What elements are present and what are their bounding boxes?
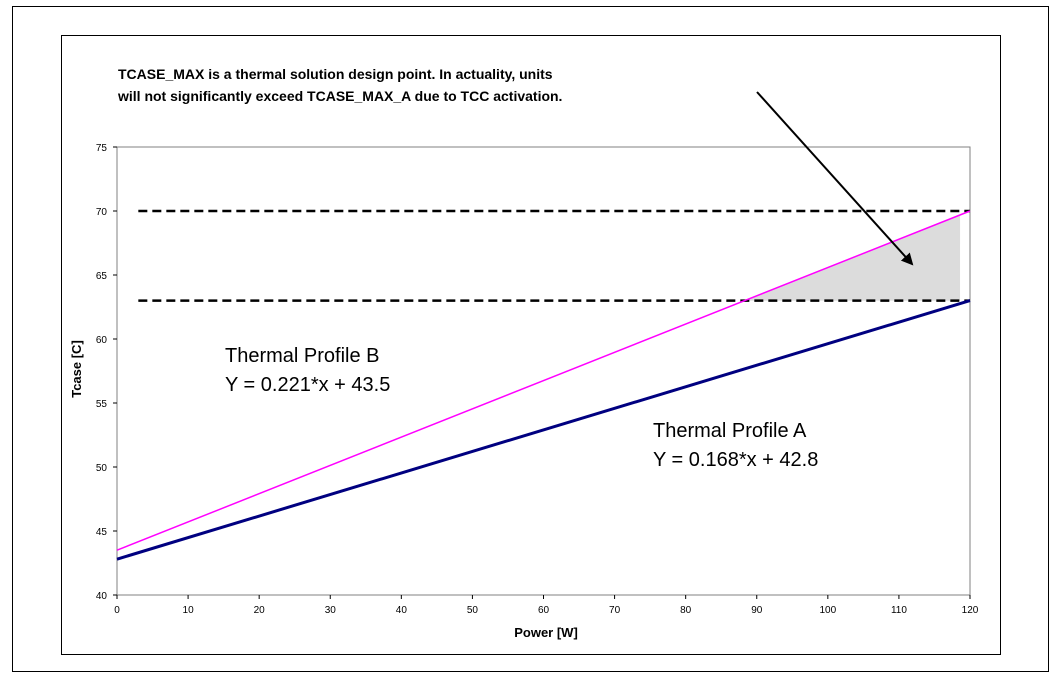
- x-tick-label: 0: [114, 605, 120, 616]
- x-tick-label: 20: [254, 605, 266, 616]
- y-tick-label: 70: [96, 207, 108, 218]
- x-tick-label: 30: [325, 605, 337, 616]
- x-tick-label: 70: [609, 605, 621, 616]
- annotation-arrow: [756, 91, 914, 266]
- annotation-line-1: TCASE_MAX is a thermal solution design p…: [118, 66, 553, 82]
- y-tick-label: 65: [96, 271, 108, 282]
- x-tick-label: 80: [680, 605, 692, 616]
- y-axis-title: Tcase [C]: [69, 340, 84, 398]
- series-a-label-line-1: Thermal Profile A: [653, 420, 807, 442]
- series-layer: [116, 210, 971, 561]
- y-tick-label: 40: [96, 591, 108, 602]
- y-tick-label: 50: [96, 463, 108, 474]
- y-tick-label: 55: [96, 399, 108, 410]
- series-line-profile-a: [116, 299, 971, 561]
- chart-frame: [61, 35, 1001, 655]
- x-tick-label: 100: [819, 605, 836, 616]
- y-tick-label: 45: [96, 527, 108, 538]
- x-tick-label: 90: [751, 605, 763, 616]
- x-tick-label: 120: [962, 605, 979, 616]
- series-b-label-line-1: Thermal Profile B: [225, 345, 380, 367]
- x-tick-label: 10: [183, 605, 195, 616]
- annotation-line-2: will not significantly exceed TCASE_MAX_…: [117, 88, 562, 104]
- x-tick-label: 40: [396, 605, 408, 616]
- y-tick-label: 75: [96, 143, 108, 154]
- reference-lines-layer: [138, 209, 970, 302]
- x-tick-label: 110: [891, 605, 907, 616]
- ticks-layer: 0 10 20 30 40 50 60 70 80 90 100 110 120 40 45 50 55 60 65…: [96, 143, 979, 616]
- series-b-label-line-2: Y = 0.221*x + 43.5: [225, 374, 390, 396]
- x-tick-label: 50: [467, 605, 479, 616]
- y-tick-label: 60: [96, 335, 108, 346]
- series-line-profile-b: [116, 210, 971, 551]
- plot-area: [116, 146, 971, 596]
- x-tick-label: 60: [538, 605, 550, 616]
- x-axis-title: Power [W]: [514, 625, 578, 640]
- series-a-label-line-2: Y = 0.168*x + 42.8: [653, 449, 818, 471]
